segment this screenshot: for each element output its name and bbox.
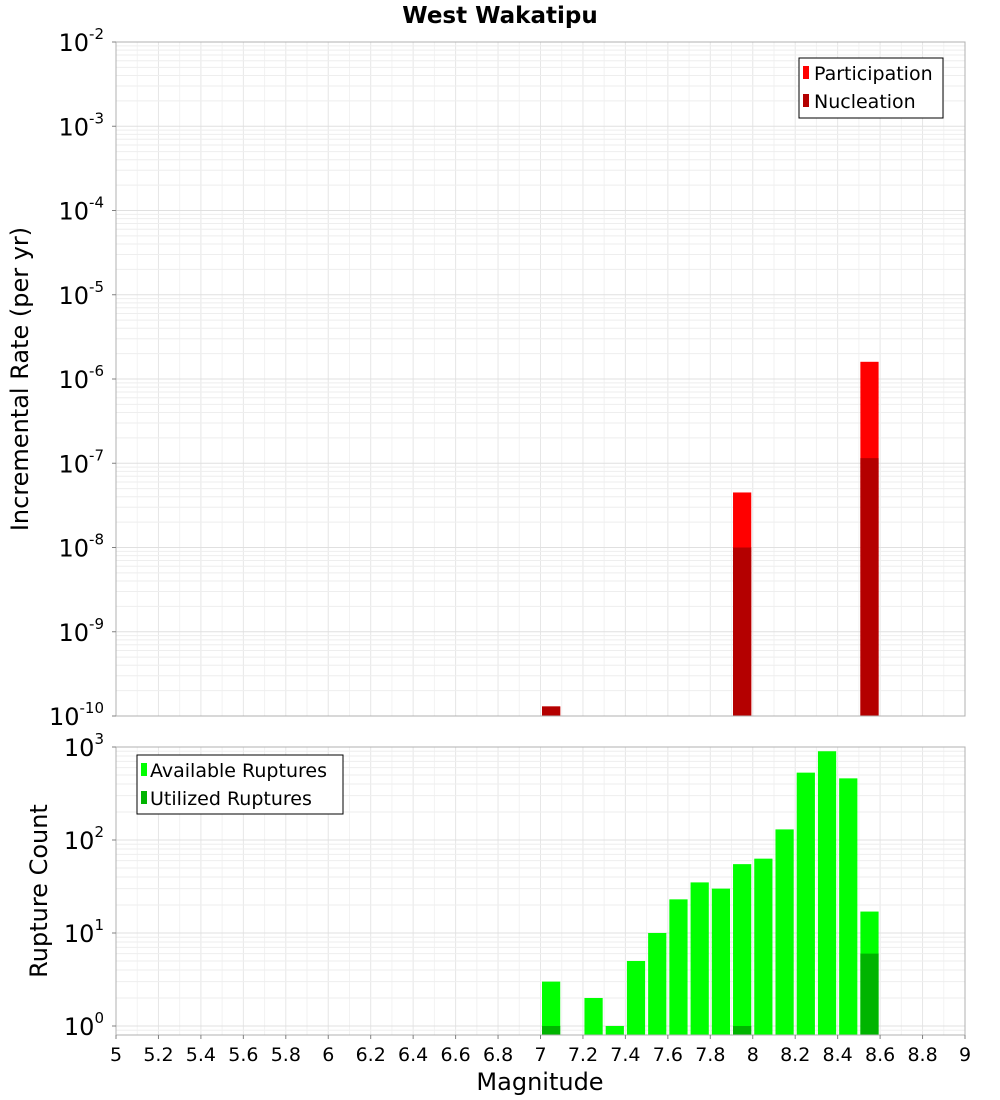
legend-swatch-participation: [803, 66, 809, 79]
x-tick-label: 5.6: [228, 1044, 258, 1066]
bar-available-ruptures: [542, 981, 561, 1035]
rupture-plot-y-ticks: 100 101 102 103: [64, 730, 116, 1041]
x-tick-label: 7: [534, 1044, 546, 1066]
y-tick-label: 10-3: [58, 109, 104, 141]
x-tick-label: 7.4: [610, 1044, 640, 1066]
x-tick-label: 8.8: [907, 1044, 937, 1066]
bar-available-ruptures: [648, 932, 667, 1035]
x-axis-ticks: 5 5.2 5.4 5.6 5.8 6 6.2 6.4 6.6 6.8 7 7.2 7.4 7.6 7.8 8…: [110, 1035, 971, 1066]
bar-utilized-ruptures: [860, 953, 879, 1035]
y-tick-label: 10-6: [58, 362, 104, 394]
x-tick-label: 5.4: [186, 1044, 216, 1066]
x-tick-label: 6.6: [440, 1044, 470, 1066]
rate-plot-legend: Participation Nucleation: [798, 57, 944, 119]
x-tick-label: 7.8: [695, 1044, 725, 1066]
x-tick-label: 6.8: [483, 1044, 513, 1066]
bar-nucleation: [733, 547, 752, 716]
rupture-plot-legend: Available Ruptures Utilized Ruptures: [136, 754, 344, 815]
rate-plot-y-ticks: 10-10 10-9 10-8 10-7 10-6 10-5 10-4 10-3 10-2: [49, 25, 116, 731]
bar-nucleation: [860, 458, 879, 716]
y-tick-label: 10-9: [58, 615, 104, 647]
legend-label-available: Available Ruptures: [150, 760, 327, 782]
legend-label-participation: Participation: [814, 63, 933, 85]
x-tick-label: 6: [322, 1044, 334, 1066]
bar-available-ruptures: [733, 864, 752, 1035]
bar-available-ruptures: [796, 772, 815, 1035]
x-tick-label: 8.2: [780, 1044, 810, 1066]
legend-swatch-nucleation: [803, 94, 809, 107]
rate-plot-grid: [115, 41, 966, 717]
bar-available-ruptures: [775, 829, 794, 1035]
x-tick-label: 7.2: [568, 1044, 598, 1066]
rupture-plot-y-axis-label: Rupture Count: [25, 804, 53, 978]
bar-available-ruptures: [711, 888, 731, 1035]
x-tick-label: 8: [747, 1044, 759, 1066]
bar-available-ruptures: [839, 778, 858, 1035]
bar-available-ruptures: [754, 858, 773, 1035]
y-tick-label: 10-2: [58, 25, 104, 57]
legend-frame: [798, 57, 944, 119]
y-tick-label: 10-8: [58, 531, 104, 563]
chart-title: West Wakatipu: [402, 3, 597, 29]
y-tick-label: 10-4: [58, 194, 104, 226]
bar-nucleation: [542, 706, 561, 716]
rate-plot-y-axis-label: Incremental Rate (per yr): [6, 227, 34, 531]
x-tick-label: 8.4: [823, 1044, 853, 1066]
y-tick-label: 102: [64, 823, 104, 855]
legend-swatch-available: [141, 763, 147, 776]
legend-label-nucleation: Nucleation: [814, 91, 916, 113]
legend-swatch-utilized: [141, 791, 147, 804]
rupture-count-plot: 100 101 102 103 5 5.2 5.4 5.6 5.8 6 6.2 6.4 6.6 6.8 7…: [25, 730, 971, 1096]
y-tick-label: 100: [64, 1009, 104, 1041]
y-tick-label: 103: [64, 730, 104, 762]
bar-utilized-ruptures: [733, 1025, 752, 1035]
x-tick-label: 5: [110, 1044, 122, 1066]
x-tick-label: 6.2: [356, 1044, 386, 1066]
bar-available-ruptures: [605, 1025, 624, 1035]
bar-available-ruptures: [817, 751, 837, 1035]
x-tick-label: 6.4: [398, 1044, 428, 1066]
bar-available-ruptures: [626, 960, 646, 1035]
bar-utilized-ruptures: [542, 1025, 561, 1035]
bar-available-ruptures: [669, 899, 688, 1035]
legend-label-utilized: Utilized Ruptures: [150, 788, 312, 810]
bar-available-ruptures: [584, 997, 603, 1035]
x-tick-label: 9: [959, 1044, 971, 1066]
legend-frame: [136, 754, 344, 815]
x-tick-label: 5.8: [271, 1044, 301, 1066]
y-tick-label: 101: [64, 916, 104, 948]
rupture-plot-bars: [542, 751, 879, 1035]
rate-plot: 10-10 10-9 10-8 10-7 10-6 10-5 10-4 10-3 10-2 In…: [6, 25, 966, 731]
y-tick-label: 10-5: [58, 278, 104, 310]
rate-plot-bars: [542, 361, 879, 716]
y-tick-label: 10-7: [58, 446, 104, 478]
x-tick-label: 7.6: [653, 1044, 683, 1066]
bar-available-ruptures: [690, 882, 709, 1035]
x-axis-label: Magnitude: [476, 1068, 603, 1096]
y-tick-label: 10-10: [49, 699, 104, 731]
x-tick-label: 8.6: [865, 1044, 895, 1066]
x-tick-label: 5.2: [143, 1044, 173, 1066]
